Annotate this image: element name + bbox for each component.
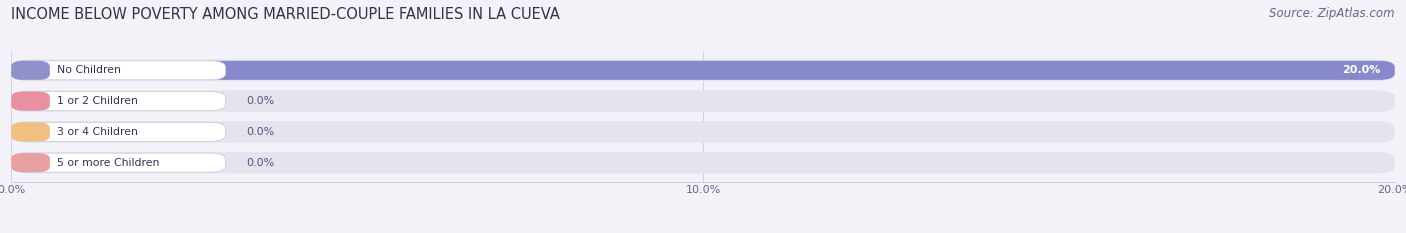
FancyBboxPatch shape: [11, 92, 49, 111]
FancyBboxPatch shape: [11, 122, 226, 141]
FancyBboxPatch shape: [11, 61, 1395, 80]
Text: No Children: No Children: [56, 65, 121, 75]
FancyBboxPatch shape: [11, 61, 49, 80]
Text: 5 or more Children: 5 or more Children: [56, 158, 159, 168]
FancyBboxPatch shape: [11, 92, 226, 111]
Text: 0.0%: 0.0%: [246, 96, 274, 106]
FancyBboxPatch shape: [11, 153, 226, 172]
Text: Source: ZipAtlas.com: Source: ZipAtlas.com: [1270, 7, 1395, 20]
FancyBboxPatch shape: [11, 122, 49, 141]
FancyBboxPatch shape: [11, 152, 1395, 173]
Text: 3 or 4 Children: 3 or 4 Children: [56, 127, 138, 137]
FancyBboxPatch shape: [11, 61, 226, 80]
Text: 0.0%: 0.0%: [246, 158, 274, 168]
FancyBboxPatch shape: [11, 121, 1395, 143]
Text: 20.0%: 20.0%: [1343, 65, 1381, 75]
FancyBboxPatch shape: [11, 60, 1395, 81]
Text: 0.0%: 0.0%: [246, 127, 274, 137]
FancyBboxPatch shape: [11, 153, 49, 172]
Text: INCOME BELOW POVERTY AMONG MARRIED-COUPLE FAMILIES IN LA CUEVA: INCOME BELOW POVERTY AMONG MARRIED-COUPL…: [11, 7, 560, 22]
Text: 1 or 2 Children: 1 or 2 Children: [56, 96, 138, 106]
FancyBboxPatch shape: [11, 90, 1395, 112]
